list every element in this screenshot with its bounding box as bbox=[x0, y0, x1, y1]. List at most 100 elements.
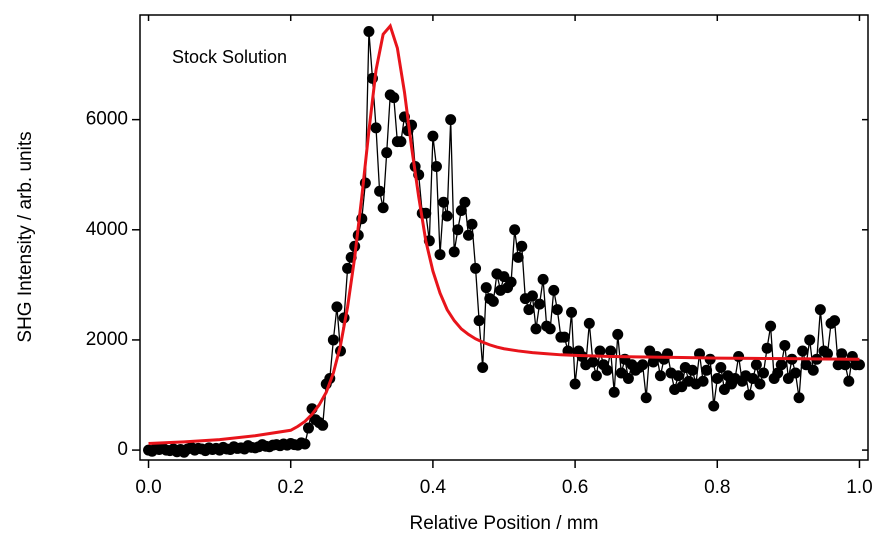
data-point bbox=[686, 364, 698, 376]
data-point bbox=[566, 306, 578, 318]
x-tick-label: 1.0 bbox=[846, 477, 872, 498]
data-point bbox=[537, 273, 549, 285]
data-point bbox=[612, 328, 624, 340]
data-point bbox=[377, 202, 389, 214]
data-point bbox=[459, 196, 471, 208]
data-point bbox=[470, 262, 482, 274]
data-point bbox=[701, 364, 713, 376]
data-point bbox=[839, 359, 851, 371]
data-point bbox=[829, 315, 841, 327]
data-point bbox=[608, 386, 620, 398]
x-tick-label: 0.8 bbox=[704, 477, 730, 498]
data-point bbox=[715, 361, 727, 373]
data-point bbox=[601, 364, 613, 376]
data-point bbox=[793, 392, 805, 404]
x-axis-label: Relative Position / mm bbox=[409, 513, 598, 534]
data-point bbox=[789, 367, 801, 379]
data-line bbox=[148, 31, 860, 454]
x-tick-label: 0.0 bbox=[135, 477, 161, 498]
data-point bbox=[843, 375, 855, 387]
data-point bbox=[779, 339, 791, 351]
data-point bbox=[836, 348, 848, 360]
data-point bbox=[516, 240, 528, 252]
data-point bbox=[441, 210, 453, 222]
data-point bbox=[853, 359, 865, 371]
y-tick-label: 2000 bbox=[86, 329, 128, 350]
data-point bbox=[299, 438, 311, 450]
data-point bbox=[708, 400, 720, 412]
data-point bbox=[363, 26, 375, 38]
data-point bbox=[622, 372, 634, 384]
data-point bbox=[434, 249, 446, 261]
data-point bbox=[473, 315, 485, 327]
y-tick-label: 4000 bbox=[86, 219, 128, 240]
data-point bbox=[512, 251, 524, 263]
data-point bbox=[637, 359, 649, 371]
data-point bbox=[654, 370, 666, 382]
data-point bbox=[821, 348, 833, 360]
data-point bbox=[381, 147, 393, 159]
data-point bbox=[526, 290, 538, 302]
data-point bbox=[551, 304, 563, 316]
data-point bbox=[761, 342, 773, 354]
x-tick-label: 0.6 bbox=[562, 477, 588, 498]
data-point bbox=[772, 367, 784, 379]
data-point bbox=[445, 114, 457, 126]
annotation: Stock Solution bbox=[172, 47, 287, 67]
fit-line bbox=[148, 23, 860, 445]
data-point bbox=[743, 389, 755, 401]
data-point bbox=[605, 345, 617, 357]
data-point bbox=[814, 304, 826, 316]
data-point bbox=[590, 370, 602, 382]
data-point bbox=[672, 370, 684, 382]
data-point bbox=[697, 375, 709, 387]
data-point bbox=[775, 359, 787, 371]
data-point bbox=[807, 364, 819, 376]
data-point bbox=[480, 282, 492, 294]
data-point bbox=[583, 317, 595, 329]
data-point bbox=[331, 301, 343, 313]
x-tick-label: 0.2 bbox=[278, 477, 304, 498]
data-point bbox=[395, 136, 407, 148]
data-point bbox=[594, 345, 606, 357]
data-point bbox=[757, 367, 769, 379]
data-point bbox=[388, 92, 400, 104]
data-point bbox=[587, 356, 599, 368]
data-point bbox=[711, 372, 723, 384]
data-point bbox=[750, 359, 762, 371]
data-point bbox=[733, 350, 745, 362]
data-point bbox=[317, 419, 329, 431]
data-point bbox=[804, 334, 816, 346]
plot-frame bbox=[139, 14, 869, 461]
data-point bbox=[544, 323, 556, 335]
data-point bbox=[477, 361, 489, 373]
y-tick-label: 6000 bbox=[86, 109, 128, 130]
data-point bbox=[462, 229, 474, 241]
data-point bbox=[534, 298, 546, 310]
data-point bbox=[302, 422, 314, 434]
data-point bbox=[370, 122, 382, 134]
data-point bbox=[466, 218, 478, 230]
data-point bbox=[374, 185, 386, 197]
data-point bbox=[427, 130, 439, 142]
data-point bbox=[509, 224, 521, 236]
data-point bbox=[558, 331, 570, 343]
x-tick-label: 0.4 bbox=[420, 477, 447, 498]
y-tick-label: 0 bbox=[117, 439, 128, 460]
data-point bbox=[342, 262, 354, 274]
data-point bbox=[448, 246, 460, 258]
data-point bbox=[430, 160, 442, 172]
data-point bbox=[523, 304, 535, 316]
data-point bbox=[754, 378, 766, 390]
data-point bbox=[569, 378, 581, 390]
data-point bbox=[452, 224, 464, 236]
data-point bbox=[505, 276, 517, 288]
data-point bbox=[438, 196, 450, 208]
data-point bbox=[530, 323, 542, 335]
data-point bbox=[455, 205, 467, 217]
data-point bbox=[797, 345, 809, 357]
data-point bbox=[548, 284, 560, 296]
data-point bbox=[765, 320, 777, 332]
data-point bbox=[487, 295, 499, 307]
